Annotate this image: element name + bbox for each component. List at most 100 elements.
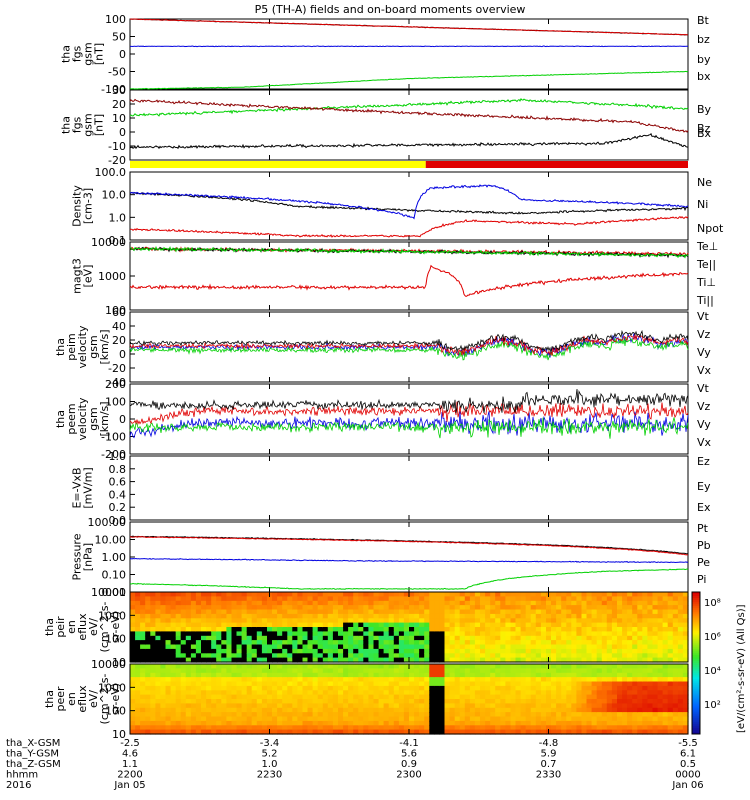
spectro-cell [434, 609, 441, 615]
spectro-cell [307, 618, 314, 624]
spectro-cell [216, 635, 222, 641]
spectro-cell [358, 648, 364, 654]
spectro-cell [373, 681, 380, 687]
spectro-cell [327, 668, 334, 674]
spectro-cell [439, 635, 446, 641]
spectro-cell [556, 635, 562, 641]
spectro-cell [150, 635, 156, 641]
series-bx-line [130, 45, 689, 48]
spectro-cell [251, 677, 258, 683]
spectro-cell [414, 653, 420, 659]
spectro-cell [338, 699, 344, 704]
spectro-cell [145, 668, 151, 674]
spectro-cell [282, 627, 288, 632]
spectro-cell [566, 622, 572, 628]
series-ne-line [129, 215, 689, 238]
spectro-cell [363, 640, 369, 646]
spectro-cell [632, 720, 638, 726]
spectro-cell [221, 653, 227, 659]
spectro-cell [439, 600, 446, 606]
spectro-cell [403, 664, 410, 669]
spectro-cell [454, 699, 461, 704]
spectro-cell [606, 657, 613, 663]
spectro-cell [662, 640, 669, 646]
spectro-cell [576, 613, 583, 619]
spectro-cell [520, 657, 527, 663]
y-tick-label: 0.01 [102, 586, 127, 599]
y-tick-label: 60 [112, 306, 126, 319]
spectro-cell [500, 664, 506, 669]
spectro-cell [231, 644, 238, 650]
spectro-cell [353, 699, 359, 704]
spectro-cell [236, 729, 243, 735]
y-tick-label: 0.1 [109, 234, 127, 247]
spectro-cell [464, 596, 471, 602]
spectro-cell [373, 707, 380, 713]
spectro-cell [525, 672, 532, 678]
spectro-cell [617, 596, 623, 602]
spectro-cell [317, 703, 324, 709]
spectro-cell [682, 657, 689, 663]
spectro-cell [398, 703, 405, 709]
spectro-cell [185, 613, 192, 619]
spectro-cell [378, 707, 385, 713]
spectro-cell [474, 720, 481, 726]
spectro-cell [216, 716, 222, 722]
spectro-cell [485, 712, 491, 718]
spectro-cell [383, 672, 390, 678]
y-axis-label-line: velocity [76, 397, 89, 440]
spectro-cell [297, 716, 304, 722]
spectro-cell [201, 699, 207, 704]
spectro-cell [642, 657, 648, 663]
spectro-cell [551, 635, 557, 641]
spectro-cell [576, 653, 583, 659]
spectro-cell [206, 631, 212, 637]
spectro-cell [469, 640, 476, 646]
spectro-cell [414, 685, 420, 691]
spectro-cell [307, 712, 314, 718]
spectro-cell [490, 716, 496, 722]
spectro-cell [444, 681, 451, 687]
spectro-cell [424, 631, 430, 637]
y-tick-label: -40 [108, 376, 126, 389]
spectro-cell [459, 631, 466, 637]
spectro-cell [170, 729, 177, 735]
spectro-cell [388, 631, 395, 637]
spectro-cell [459, 716, 466, 722]
spectro-cell [449, 609, 456, 615]
spectro-cell [632, 592, 638, 597]
spectro-cell [627, 699, 633, 704]
spectro-cell [632, 664, 638, 669]
spectro-cell [130, 648, 136, 654]
colorbar-cell [692, 727, 700, 731]
spectro-cell [601, 694, 608, 700]
spectro-cell [622, 707, 628, 713]
spectro-cell [287, 664, 293, 669]
spectro-cell [601, 627, 608, 632]
spectro-cell [201, 644, 207, 650]
spectro-cell [677, 600, 684, 606]
spectro-cell [165, 685, 172, 691]
spectro-cell [642, 690, 648, 696]
spectro-cell [667, 712, 674, 718]
spectro-cell [571, 720, 577, 726]
spectro-cell [495, 694, 501, 700]
spectro-cell [388, 694, 395, 700]
spectro-cell [485, 631, 491, 637]
spectro-cell [556, 609, 562, 615]
spectro-cell [601, 716, 608, 722]
spectro-cell [667, 664, 674, 669]
spectro-cell [637, 592, 643, 597]
spectro-cell [632, 707, 638, 713]
spectro-cell [434, 664, 441, 669]
spectro-cell [287, 653, 293, 659]
spectro-cell [617, 712, 623, 718]
spectro-cell [561, 668, 567, 674]
spectro-cell [190, 703, 197, 709]
spectro-cell [444, 596, 451, 602]
spectro-cell [317, 690, 324, 696]
spectro-cell [556, 703, 562, 709]
spectro-cell [647, 644, 654, 650]
spectro-cell [221, 635, 227, 641]
spectro-cell [348, 631, 354, 637]
